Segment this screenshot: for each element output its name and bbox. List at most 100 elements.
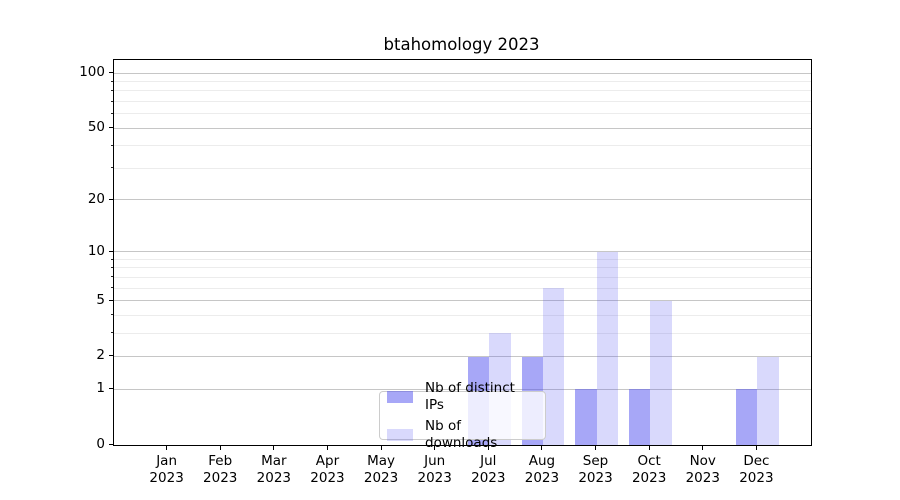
gridline-minor [114, 81, 811, 83]
y-axis-tick [109, 72, 113, 74]
x-axis-label: Feb 2023 [175, 453, 265, 486]
x-axis-label-month: Jan [156, 453, 178, 469]
y-axis-tick-label: 5 [96, 291, 105, 308]
legend-entry-distinct-ips: Nb of distinct IPs [387, 380, 537, 414]
x-axis-tick [648, 446, 650, 450]
y-axis-minor-tick [111, 112, 113, 114]
x-axis-label: Mar 2023 [229, 453, 319, 486]
gridline-major [114, 388, 811, 390]
gridline-major [114, 199, 811, 201]
gridline-minor [114, 287, 811, 289]
legend-swatch-downloads [387, 428, 413, 441]
x-axis-label-month: Sep [582, 453, 609, 469]
x-axis-label: Jan 2023 [122, 453, 212, 486]
y-axis-minor-tick [111, 144, 113, 146]
gridline-major [114, 355, 811, 357]
y-axis-tick [109, 355, 113, 357]
gridline-minor [114, 113, 811, 115]
gridline-major [114, 300, 811, 302]
y-axis-minor-tick [111, 314, 113, 316]
gridline-major [114, 251, 811, 253]
x-axis-tick [326, 446, 328, 450]
plot-area [113, 59, 812, 446]
y-axis-tick-label: 20 [87, 190, 105, 207]
y-axis-minor-tick [111, 80, 113, 82]
y-axis-tick [109, 299, 113, 301]
y-axis-minor-tick [111, 332, 113, 334]
x-axis-label-month: Oct [637, 453, 661, 469]
gridline-minor [114, 259, 811, 260]
y-axis-tick [109, 198, 113, 200]
x-axis-label: Sep 2023 [551, 453, 641, 486]
gridline-minor [114, 332, 811, 334]
x-axis-label-year: 2023 [310, 469, 345, 486]
gridline-minor [114, 167, 811, 169]
y-axis-tick-label: 100 [79, 64, 105, 81]
x-axis-label: Apr 2023 [282, 453, 372, 486]
gridline-minor [114, 145, 811, 147]
bar-downloads-sep [596, 251, 618, 445]
y-axis-tick-label: 0 [96, 436, 105, 452]
bar-downloads-aug [542, 288, 565, 445]
x-axis-label: Jul 2023 [443, 453, 533, 486]
bar-distinct-ips-dec [735, 389, 758, 445]
legend-swatch-distinct-ips [387, 390, 413, 403]
x-axis-tick [434, 446, 436, 450]
x-axis-label-month: Jul [480, 453, 497, 469]
x-axis-label-month: Apr [315, 453, 340, 469]
y-axis-minor-tick [111, 100, 113, 102]
gridline-major [114, 72, 811, 74]
x-axis-label-year: 2023 [631, 469, 667, 486]
x-axis-tick [595, 446, 597, 450]
x-axis-label: Jun 2023 [390, 453, 480, 486]
x-axis-label-month: May [367, 453, 396, 469]
x-axis-label-year: 2023 [203, 469, 238, 486]
x-axis-label-year: 2023 [417, 469, 452, 486]
x-axis-tick [702, 446, 704, 450]
y-axis-minor-tick [111, 258, 113, 260]
x-axis-label: Oct 2023 [604, 453, 694, 486]
x-axis-label: May 2023 [336, 453, 426, 486]
y-axis-tick [109, 250, 113, 252]
x-axis-label-year: 2023 [363, 469, 399, 486]
x-axis-label-month: Mar [261, 453, 287, 469]
y-axis-tick-label: 1 [96, 380, 105, 397]
x-axis-label: Nov 2023 [658, 453, 748, 486]
x-axis-label-month: Nov [689, 453, 716, 469]
y-axis-tick-label: 10 [87, 242, 105, 259]
gridline-minor [114, 90, 811, 92]
x-axis-tick [219, 446, 221, 450]
x-axis-label-month: Feb [208, 453, 233, 469]
x-axis-tick [166, 446, 168, 450]
y-axis-tick [109, 388, 113, 390]
bar-downloads-dec [757, 356, 779, 445]
y-axis-minor-tick [111, 89, 113, 91]
bar-distinct-ips-sep [575, 389, 597, 445]
x-axis-label-year: 2023 [471, 469, 506, 486]
x-axis-label-year: 2023 [739, 469, 774, 486]
gridline-minor [114, 314, 811, 316]
bar-downloads-oct [650, 300, 672, 445]
x-axis-label-month: Jun [424, 453, 446, 469]
bar-distinct-ips-oct [628, 389, 651, 445]
x-axis-tick [755, 446, 757, 450]
gridline-minor [114, 267, 811, 269]
y-axis-tick-label: 2 [96, 347, 105, 364]
x-axis-label-year: 2023 [149, 469, 184, 486]
x-axis-label-year: 2023 [685, 469, 720, 486]
x-axis-label-year: 2023 [578, 469, 613, 486]
x-axis-label: Aug 2023 [497, 453, 587, 486]
y-axis-tick [109, 444, 113, 445]
x-axis-tick [273, 446, 275, 450]
legend: Nb of distinct IPs Nb of downloads [379, 380, 546, 451]
x-axis-label-year: 2023 [524, 469, 560, 486]
gridline-major [114, 127, 811, 129]
y-axis-minor-tick [111, 266, 113, 268]
y-axis-minor-tick [111, 287, 113, 289]
x-axis-tick [541, 446, 543, 450]
y-axis-tick [109, 127, 113, 129]
x-axis-label-month: Dec [743, 453, 770, 469]
legend-label-downloads: Nb of downloads [425, 417, 498, 451]
x-axis-label: Dec 2023 [711, 453, 801, 486]
legend-entry-downloads: Nb of downloads [387, 418, 537, 452]
